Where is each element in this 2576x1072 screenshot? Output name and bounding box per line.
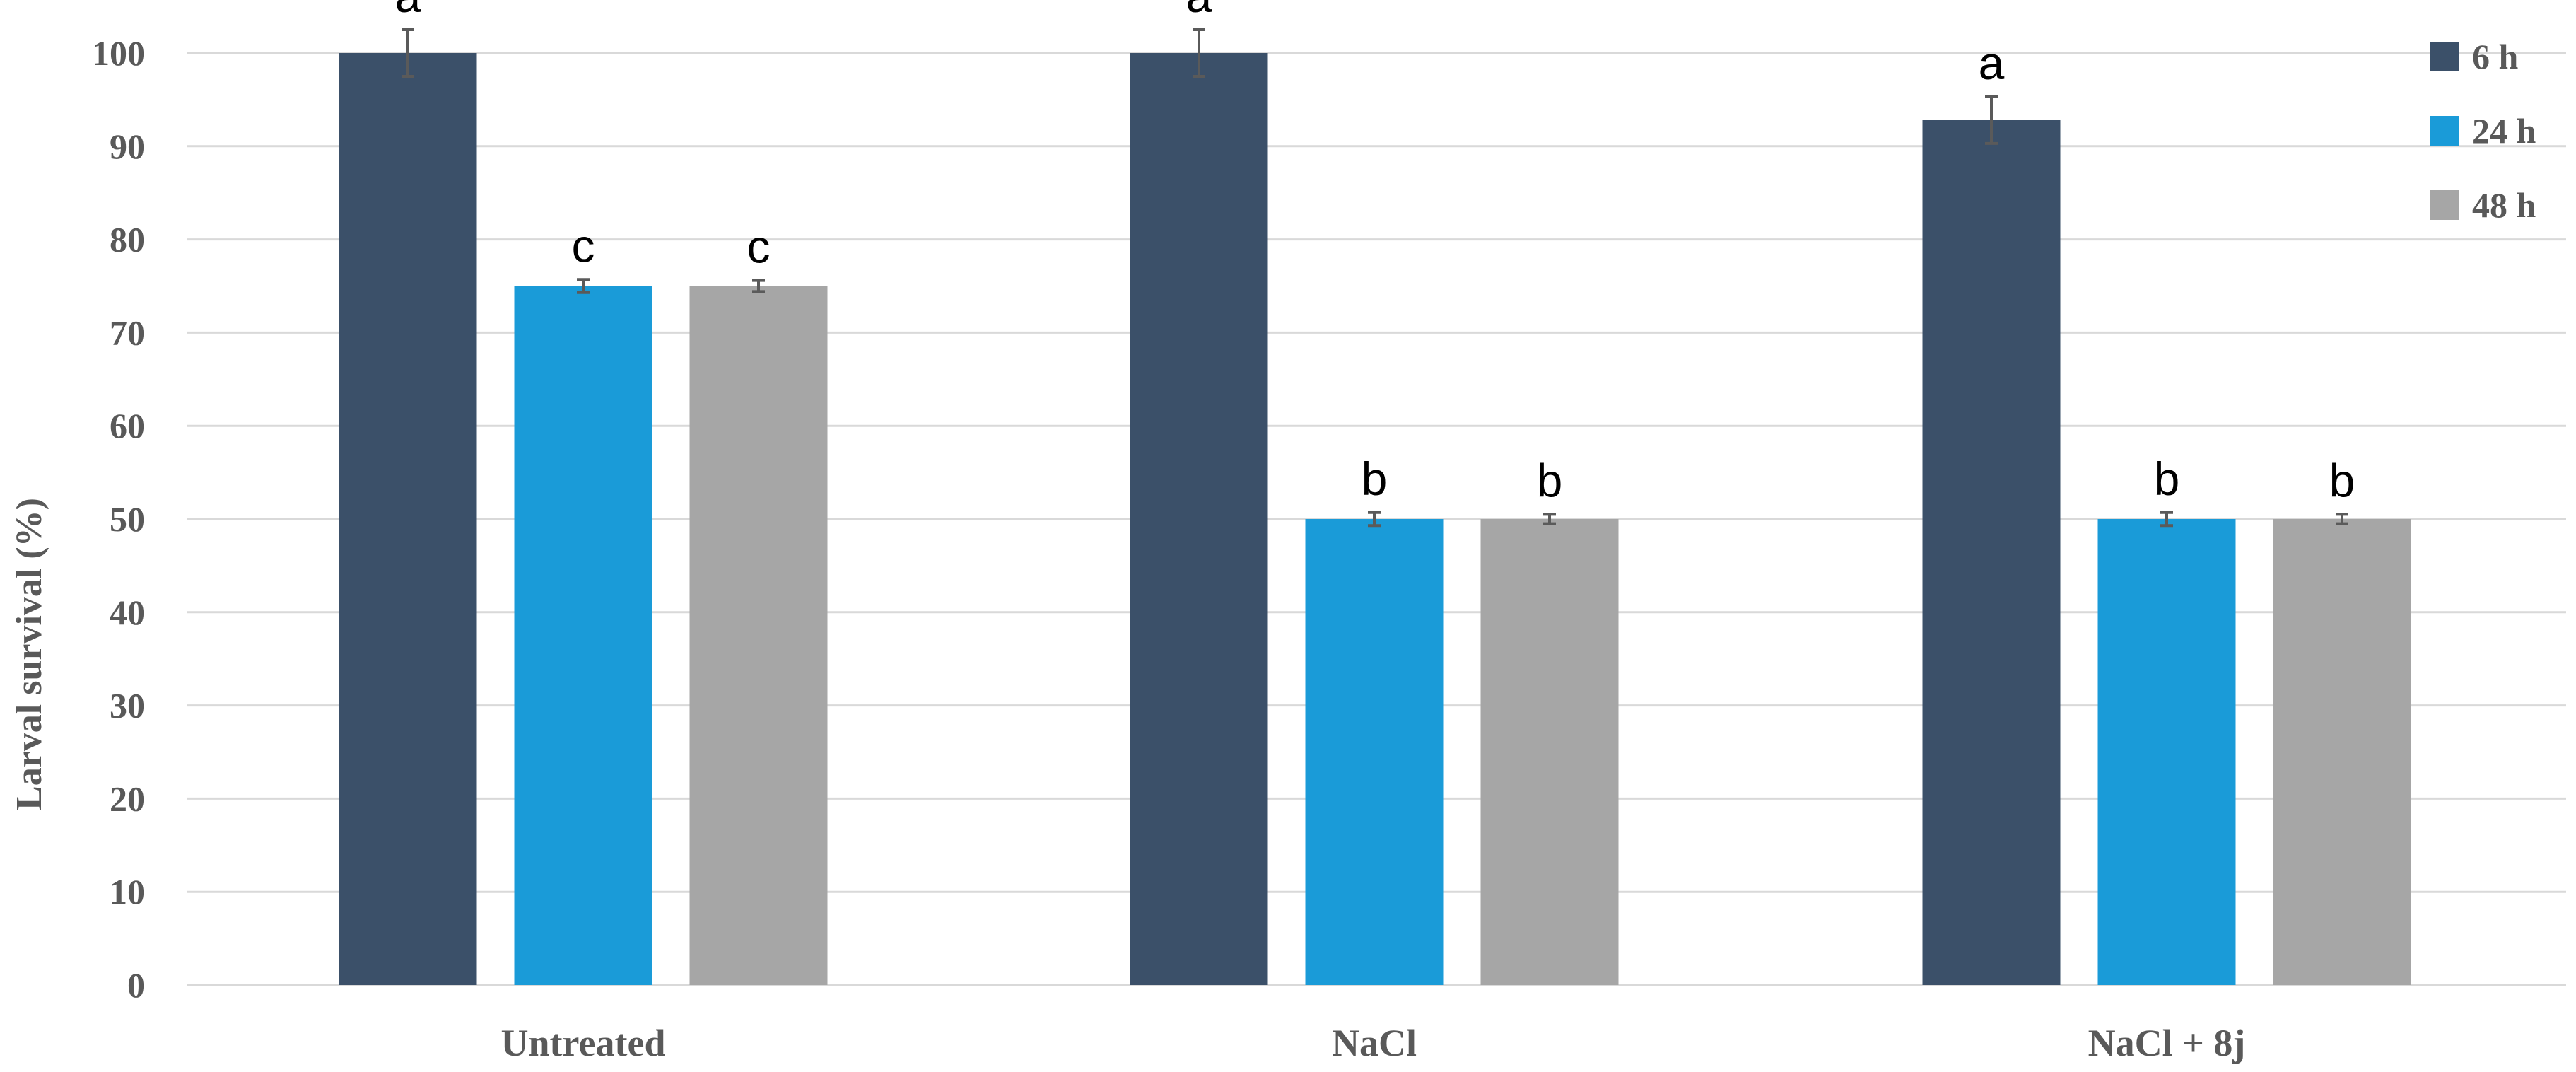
significance-letter: a xyxy=(395,0,421,22)
significance-letter: a xyxy=(1979,37,2005,89)
significance-letter: b xyxy=(2154,453,2180,505)
significance-letter: b xyxy=(2329,454,2355,506)
legend-label: 48 h xyxy=(2472,185,2536,225)
significance-letter: c xyxy=(572,219,595,272)
significance-letter: b xyxy=(1537,454,1563,506)
bar xyxy=(2273,519,2411,985)
y-tick-label: 30 xyxy=(110,686,145,726)
bar xyxy=(514,286,652,985)
error-bar xyxy=(1985,95,1998,145)
x-category-label: Untreated xyxy=(501,1022,666,1064)
error-bar xyxy=(1368,511,1381,528)
error-bar xyxy=(2336,513,2348,525)
bar xyxy=(689,286,828,985)
legend-swatch xyxy=(2430,190,2459,220)
error-bar xyxy=(2160,511,2173,528)
error-bar xyxy=(752,279,765,293)
bars xyxy=(339,53,2411,985)
significance-letter: b xyxy=(1362,453,1388,505)
significance-letter: a xyxy=(1186,0,1212,22)
error-bar xyxy=(402,28,414,78)
legend-label: 6 h xyxy=(2472,37,2519,76)
significance-labels: a a a c b b c b b xyxy=(395,0,2355,506)
y-tick-label: 10 xyxy=(110,872,145,911)
error-bars xyxy=(402,28,2348,528)
y-tick-label: 70 xyxy=(110,313,145,352)
bar xyxy=(1922,120,2061,985)
y-tick-label: 20 xyxy=(110,779,145,818)
bar xyxy=(2097,519,2236,985)
x-category-label: NaCl + 8j xyxy=(2088,1022,2246,1064)
bar xyxy=(1130,53,1268,985)
y-axis-ticks: 0 10 20 30 40 50 60 70 80 90 100 xyxy=(92,33,145,1005)
legend-swatch xyxy=(2430,116,2459,146)
y-axis-title: Larval survival (%) xyxy=(9,498,49,810)
y-tick-label: 50 xyxy=(110,499,145,539)
y-tick-label: 80 xyxy=(110,220,145,260)
y-tick-label: 90 xyxy=(110,127,145,166)
x-category-label: NaCl xyxy=(1332,1022,1417,1064)
legend: 6 h 24 h 48 h xyxy=(2430,37,2536,225)
bar xyxy=(1305,519,1444,985)
x-axis-categories: Untreated NaCl NaCl + 8j xyxy=(501,1022,2246,1064)
legend-label: 24 h xyxy=(2472,111,2536,151)
y-tick-label: 0 xyxy=(127,965,145,1005)
y-tick-label: 40 xyxy=(110,593,145,632)
error-bar xyxy=(1193,28,1205,78)
legend-swatch xyxy=(2430,42,2459,71)
y-tick-label: 60 xyxy=(110,406,145,445)
error-bar xyxy=(1543,513,1556,525)
y-tick-label: 100 xyxy=(92,33,145,73)
error-bar xyxy=(577,278,590,294)
bar xyxy=(1480,519,1619,985)
significance-letter: c xyxy=(747,221,771,273)
bar xyxy=(339,53,477,985)
